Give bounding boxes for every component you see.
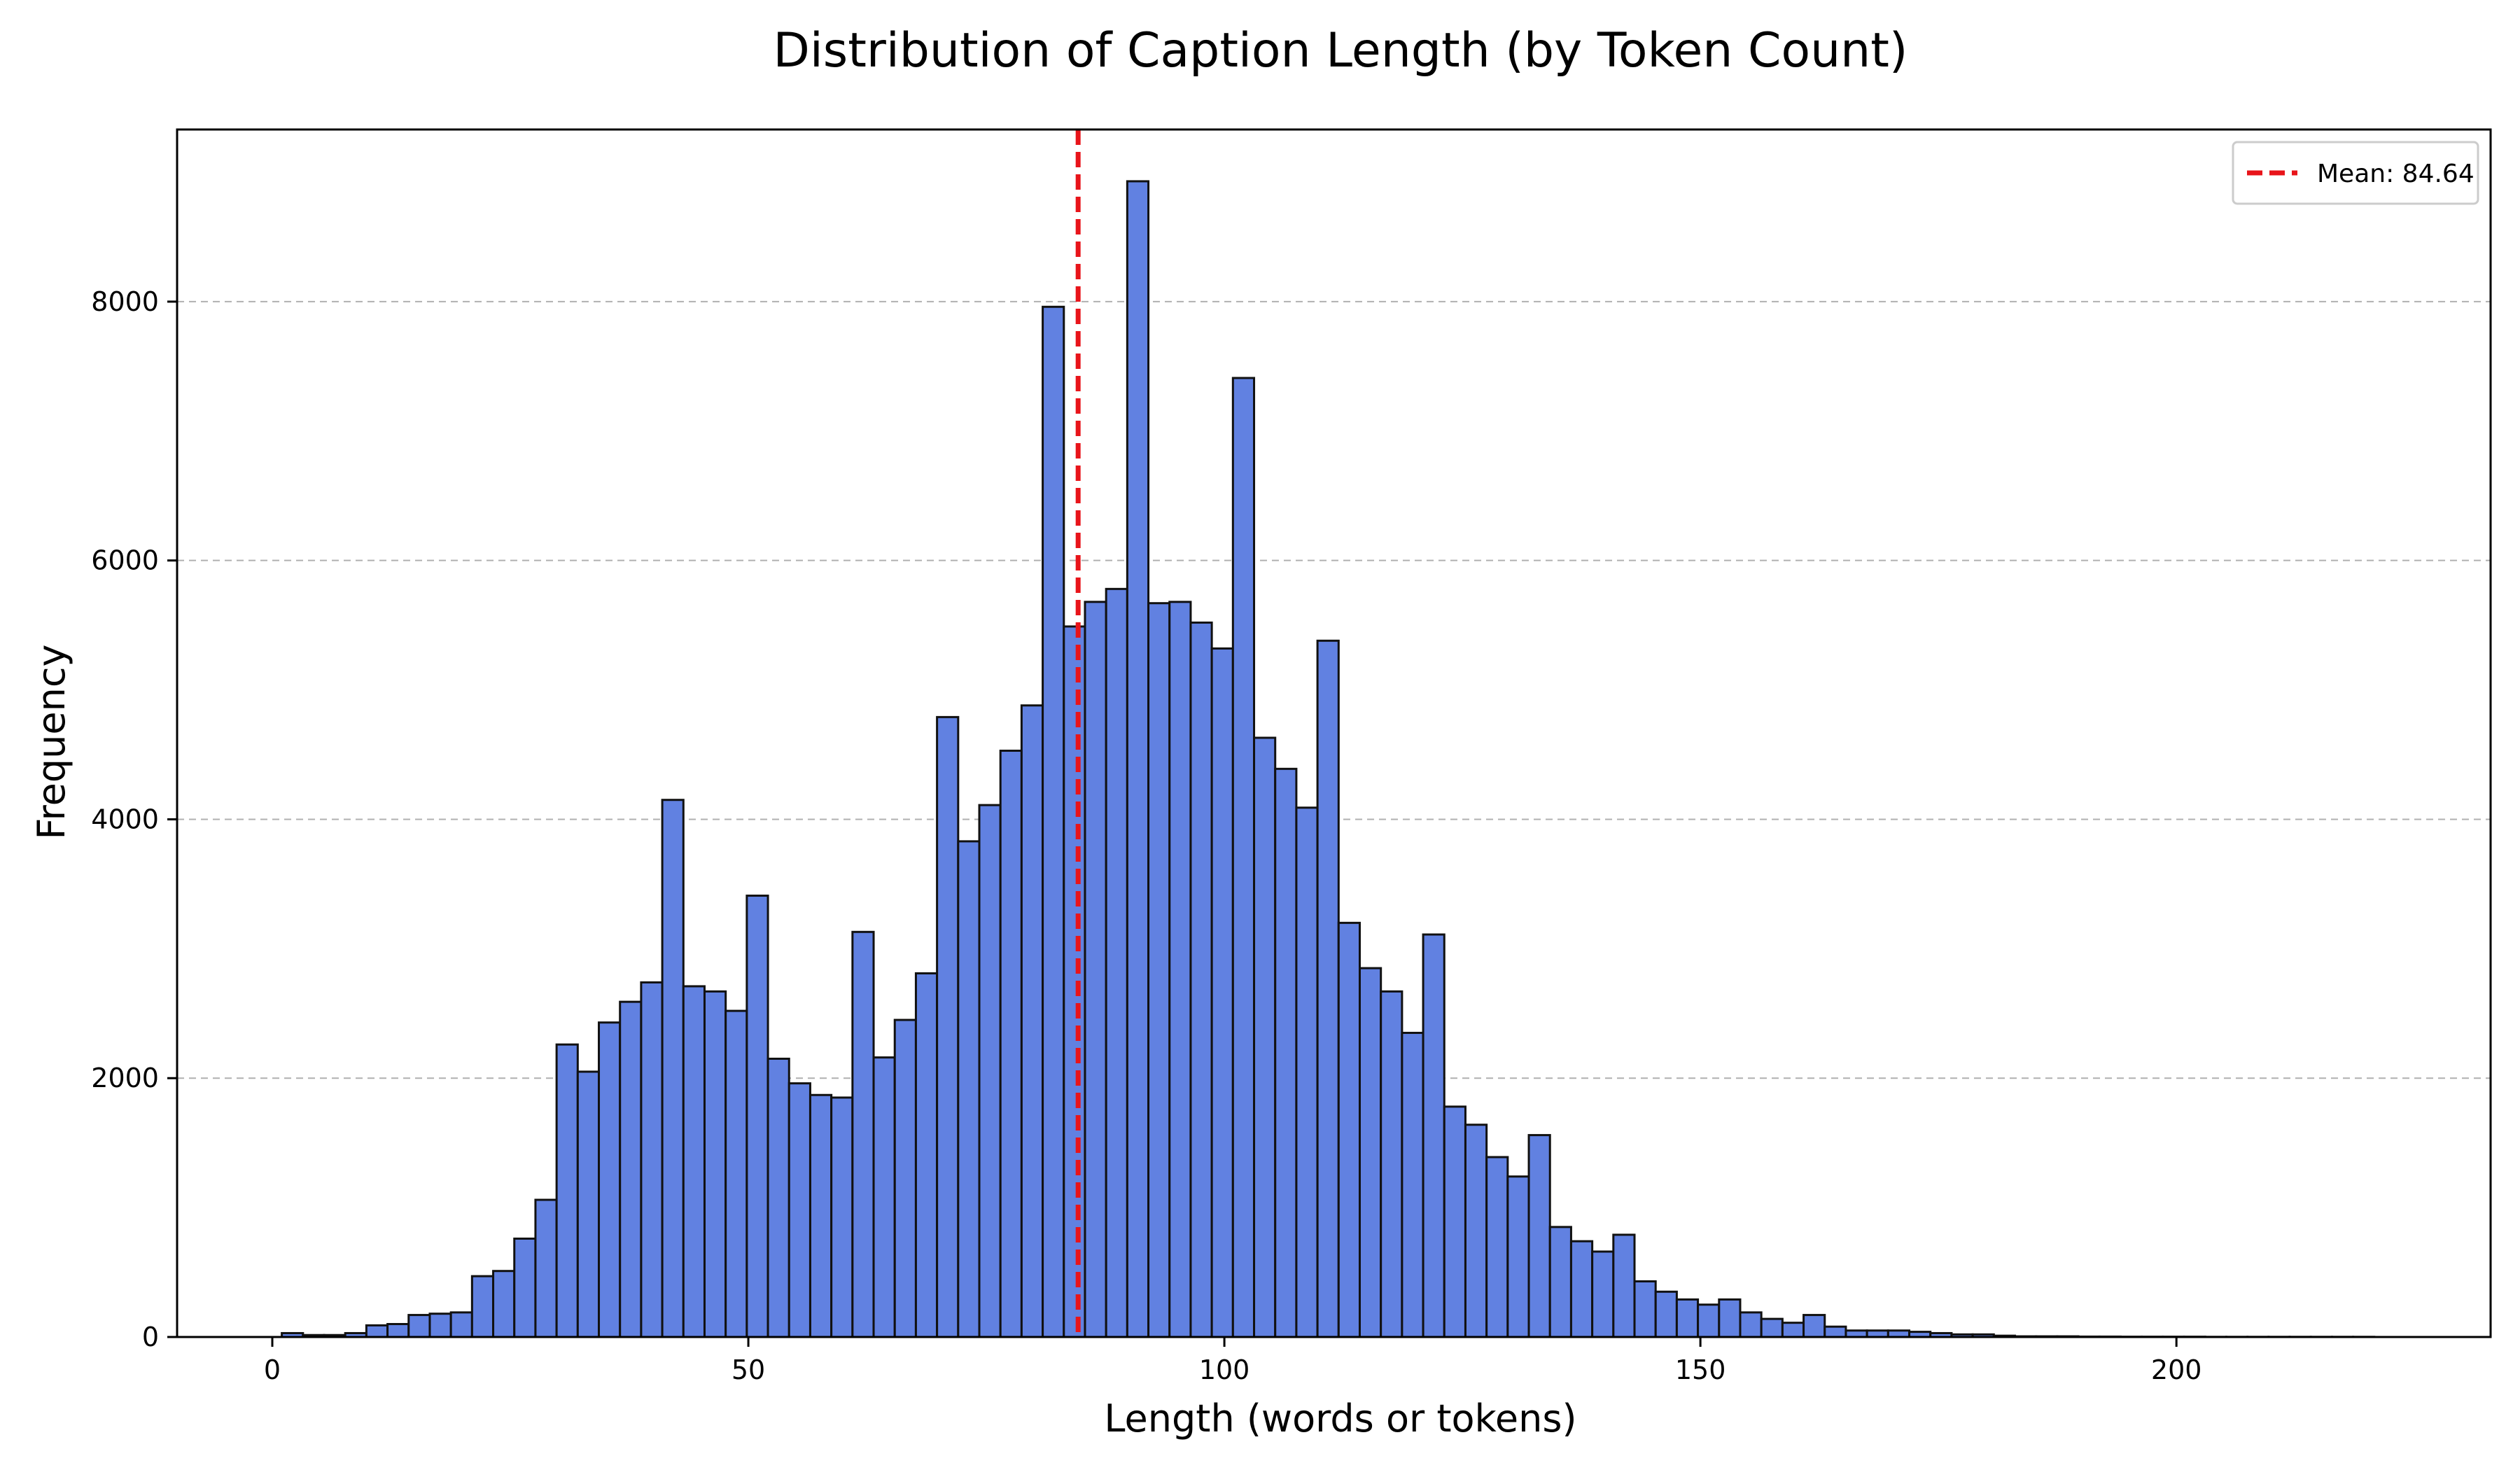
histogram-bars (281, 180, 2376, 1338)
histogram-bar (1337, 921, 1361, 1338)
y-tick-label: 4000 (91, 804, 159, 834)
y-axis-ticks: 0 2000 4000 6000 8000 (91, 286, 177, 1352)
histogram-bar (1253, 736, 1277, 1338)
histogram-bar (598, 1021, 622, 1338)
histogram-bar (619, 1000, 643, 1338)
histogram-bar (1316, 639, 1340, 1338)
histogram-bar (1168, 601, 1192, 1338)
x-tick-label: 50 (732, 1354, 765, 1385)
histogram-bar (1231, 377, 1256, 1338)
y-tick-label: 6000 (91, 545, 159, 576)
histogram-bar (1443, 1105, 1466, 1338)
chart-title: Distribution of Caption Length (by Token… (774, 23, 1908, 78)
x-axis-ticks: 0 50 100 150 200 (264, 1337, 2202, 1385)
histogram-bar (513, 1237, 537, 1338)
histogram-bar (851, 930, 875, 1338)
histogram-bar (576, 1070, 601, 1338)
y-axis-label: Frequency (29, 645, 74, 840)
legend-box (2232, 141, 2479, 205)
y-tick-label: 8000 (91, 286, 159, 317)
histogram-bar (957, 840, 981, 1338)
histogram-bar (1358, 967, 1382, 1338)
histogram-bar (1569, 1240, 1594, 1338)
histogram-bar (1527, 1134, 1551, 1338)
histogram-bar (428, 1312, 452, 1338)
x-tick-label: 200 (2151, 1354, 2202, 1385)
histogram-bar (724, 1009, 748, 1338)
histogram-bar (893, 1018, 917, 1338)
histogram-bar (1781, 1322, 1805, 1338)
histogram-bar (365, 1324, 389, 1338)
histogram-bar (555, 1043, 579, 1338)
histogram-bar (1697, 1303, 1721, 1338)
histogram-bar (1506, 1175, 1530, 1338)
histogram-bar (1105, 587, 1128, 1338)
histogram-bar (1739, 1311, 1763, 1338)
histogram-bar (682, 985, 706, 1338)
histogram-bar (914, 972, 939, 1338)
histogram-bar (1612, 1233, 1636, 1338)
histogram-bar (1591, 1250, 1615, 1338)
x-tick-label: 100 (1199, 1354, 1250, 1385)
histogram-bar (936, 715, 960, 1338)
histogram-bar (492, 1270, 516, 1338)
histogram-bar (1422, 933, 1446, 1338)
y-tick-label: 2000 (91, 1063, 159, 1093)
histogram-bar (1760, 1317, 1784, 1338)
plot-frame (176, 128, 2492, 1338)
histogram-bar (978, 804, 1002, 1338)
histogram-bar (534, 1198, 558, 1338)
histogram-bar (1401, 1032, 1424, 1338)
histogram-bar (1274, 767, 1298, 1338)
histogram-bar (1189, 621, 1213, 1338)
histogram-bar (872, 1056, 896, 1338)
legend: Mean: 84.64 (2232, 141, 2479, 205)
histogram-bar (999, 749, 1023, 1338)
histogram-bar (1633, 1280, 1657, 1338)
legend-mean-label: Mean: 84.64 (2317, 160, 2474, 188)
histogram-bar (1380, 990, 1404, 1338)
histogram-bar (1675, 1298, 1700, 1338)
histogram-bar (407, 1314, 431, 1338)
histogram-bar (1126, 180, 1150, 1338)
histogram-bar (788, 1082, 811, 1338)
histogram-bar (1295, 806, 1319, 1338)
histogram-bar (661, 799, 685, 1338)
histogram-bar (386, 1323, 410, 1338)
histogram-bar (1084, 601, 1107, 1338)
histogram-bar (1485, 1156, 1509, 1338)
histogram-bar (1042, 305, 1065, 1338)
histogram-bar (830, 1096, 854, 1338)
histogram-bar (1802, 1314, 1826, 1338)
histogram-bar (640, 981, 664, 1338)
x-axis-label: Length (words or tokens) (1104, 1396, 1576, 1441)
histogram-bar (1654, 1290, 1678, 1338)
histogram-bar (746, 895, 769, 1338)
y-tick-label: 0 (142, 1322, 159, 1352)
histogram-bar (1210, 647, 1234, 1338)
histogram-bar (703, 990, 727, 1338)
x-tick-label: 0 (264, 1354, 281, 1385)
x-tick-label: 150 (1675, 1354, 1726, 1385)
histogram-bar (1063, 625, 1086, 1338)
histogram-bar (1464, 1124, 1488, 1338)
histogram-bar (1548, 1226, 1572, 1338)
histogram-bar (470, 1275, 495, 1338)
histogram-bar (1147, 602, 1171, 1338)
histogram-bar (1020, 704, 1044, 1338)
histogram-bar (449, 1311, 473, 1338)
histogram-bar (1718, 1298, 1742, 1338)
histogram-bar (766, 1057, 790, 1338)
histogram-bar (808, 1093, 833, 1338)
histogram-bar (1823, 1325, 1847, 1338)
